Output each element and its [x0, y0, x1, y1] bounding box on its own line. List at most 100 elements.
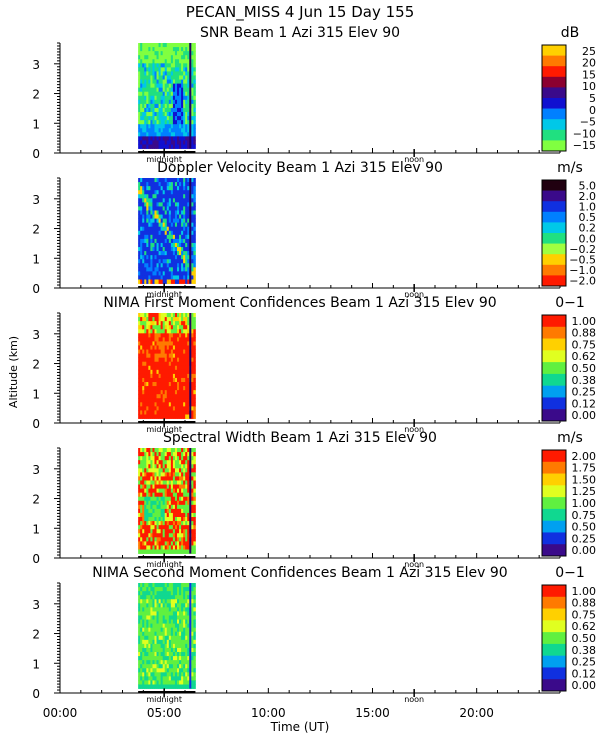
heatmap-cell — [158, 452, 162, 457]
heatmap-cell — [152, 643, 155, 649]
heatmap-cell — [142, 226, 145, 232]
heatmap-cell — [185, 398, 188, 403]
heatmap-cell — [172, 488, 176, 494]
heatmap-cell — [166, 623, 170, 629]
heatmap-cell — [162, 521, 166, 526]
heatmap-cell — [191, 382, 194, 387]
heatmap-cell — [177, 680, 180, 685]
heatmap-cell — [181, 206, 184, 211]
heatmap-cell — [166, 55, 170, 60]
heatmap-cell — [154, 140, 157, 145]
heatmap-cell — [142, 144, 145, 149]
heatmap-cell — [158, 317, 162, 322]
heatmap-cell — [193, 488, 196, 494]
heatmap-cell — [152, 652, 155, 657]
heatmap-cell — [191, 390, 194, 395]
heatmap-cell — [160, 373, 164, 379]
heatmap-cell — [158, 337, 162, 342]
heatmap-cell — [191, 599, 194, 604]
heatmap-cell — [185, 549, 188, 554]
heatmap-cell — [154, 619, 157, 624]
heatmap-cell — [181, 672, 184, 677]
heatmap-cell — [166, 619, 170, 624]
heatmap-cell — [187, 472, 190, 477]
heatmap-cell — [191, 251, 194, 256]
heatmap-cell — [144, 341, 147, 346]
heatmap-cell — [142, 656, 145, 661]
heatmap-cell — [140, 87, 143, 93]
heatmap-cell — [177, 537, 180, 542]
heatmap-cell — [185, 619, 188, 624]
heatmap-cell — [168, 95, 172, 101]
heatmap-cell — [160, 43, 164, 48]
heatmap-cell — [193, 611, 196, 616]
heatmap-cell — [154, 504, 157, 510]
heatmap-cell — [170, 136, 174, 141]
heatmap-cell — [148, 611, 151, 616]
heatmap-cell — [160, 51, 164, 56]
heatmap-cell — [193, 190, 196, 195]
heatmap-cell — [191, 321, 194, 326]
heatmap-cell — [181, 333, 184, 338]
heatmap-cell — [179, 517, 182, 522]
heatmap-cell — [154, 631, 157, 637]
heatmap-cell — [181, 414, 184, 419]
heatmap-cell — [168, 55, 172, 60]
heatmap-cell — [154, 680, 157, 685]
heatmap-cell — [170, 647, 174, 653]
heatmap-cell — [177, 619, 180, 624]
heatmap-cell — [150, 635, 153, 641]
heatmap-cell — [185, 63, 188, 68]
heatmap-cell — [183, 317, 186, 322]
heatmap-cell — [144, 198, 147, 203]
heatmap-cell — [140, 643, 143, 649]
heatmap-cell — [168, 660, 172, 665]
heatmap-cell — [187, 676, 190, 681]
heatmap-cell — [179, 238, 182, 244]
heatmap-cell — [166, 525, 170, 530]
heatmap-cell — [154, 255, 157, 260]
heatmap-cell — [174, 128, 178, 133]
heatmap-cell — [142, 43, 145, 48]
heatmap-cell — [164, 529, 168, 534]
heatmap-cell — [174, 75, 178, 80]
heatmap-cell — [154, 615, 157, 620]
heatmap-cell — [150, 337, 153, 342]
heatmap-cell — [164, 591, 168, 596]
heatmap-cell — [162, 275, 166, 280]
heatmap-cell — [177, 456, 180, 461]
heatmap-cell — [193, 623, 196, 629]
heatmap-cell — [140, 275, 143, 280]
heatmap-cell — [140, 218, 143, 224]
heatmap-cell — [150, 496, 153, 502]
heatmap-cell — [183, 144, 186, 149]
heatmap-cell — [160, 668, 164, 673]
heatmap-cell — [148, 595, 151, 600]
heatmap-cell — [152, 583, 155, 588]
heatmap-cell — [177, 647, 180, 653]
heatmap-cell — [138, 595, 141, 600]
heatmap-cell — [174, 271, 178, 276]
heatmap-cell — [191, 99, 194, 105]
heatmap-cell — [150, 190, 153, 195]
heatmap-cell — [164, 492, 168, 498]
heatmap-cell — [166, 587, 170, 592]
heatmap-cell — [185, 684, 188, 689]
heatmap-cell — [152, 47, 155, 52]
heatmap-cell — [146, 190, 149, 195]
heatmap-cell — [156, 472, 159, 477]
heatmap-cell — [152, 476, 155, 481]
heatmap-cell — [148, 190, 151, 195]
marker-noon-label: noon — [404, 155, 424, 164]
heatmap-cell — [191, 357, 194, 363]
heatmap-cell — [150, 226, 153, 232]
heatmap-cell — [187, 87, 190, 93]
heatmap-cell — [144, 55, 147, 60]
heatmap-cell — [191, 664, 194, 669]
heatmap-cell — [193, 47, 196, 52]
heatmap-cell — [144, 247, 147, 252]
heatmap-cell — [146, 643, 149, 649]
heatmap-cell — [146, 680, 149, 685]
heatmap-cell — [193, 456, 196, 461]
y-tick-label: 1 — [32, 387, 40, 401]
